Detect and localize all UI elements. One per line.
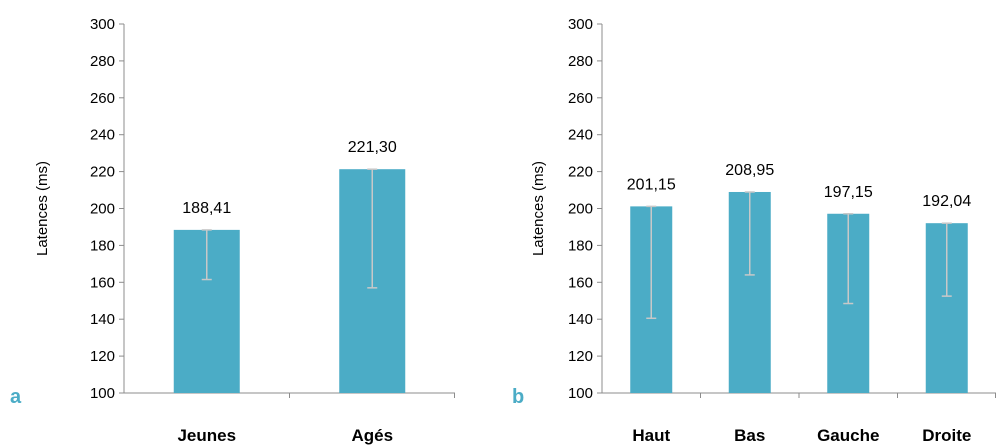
- y-tick-label: 280: [568, 53, 593, 70]
- y-tick-label: 120: [90, 348, 115, 365]
- category-label: Agés: [351, 426, 393, 445]
- y-tick-label: 140: [90, 311, 115, 328]
- y-tick-label: 240: [90, 127, 115, 144]
- y-tick-label: 260: [568, 90, 593, 107]
- category-label: Droite: [922, 426, 971, 445]
- data-label: 221,30: [348, 139, 397, 156]
- y-tick-label: 220: [90, 164, 115, 181]
- y-tick-label: 280: [90, 53, 115, 70]
- y-tick-label: 200: [568, 201, 593, 218]
- data-label: 201,15: [627, 176, 676, 193]
- panel-label: a: [10, 386, 22, 408]
- y-tick-label: 180: [568, 237, 593, 254]
- y-tick-label: 200: [90, 201, 115, 218]
- data-label: 188,41: [182, 200, 231, 217]
- data-label: 197,15: [824, 184, 873, 201]
- y-tick-label: 260: [90, 90, 115, 107]
- chart-panel-a: 100 120 140 160 180 200 220 240 260 280 300 Latence…: [10, 16, 455, 445]
- data-label: 192,04: [922, 193, 971, 210]
- y-tick-label: 300: [90, 16, 115, 33]
- category-label: Haut: [632, 426, 670, 445]
- y-tick-label: 300: [568, 16, 593, 33]
- y-axis-label: Latences (ms): [530, 161, 547, 256]
- y-tick-label: 160: [90, 274, 115, 291]
- data-label: 208,95: [725, 162, 774, 179]
- panel-label: b: [512, 386, 524, 408]
- y-tick-label: 240: [568, 127, 593, 144]
- y-tick-label: 100: [568, 385, 593, 402]
- y-tick-label: 220: [568, 164, 593, 181]
- category-label: Jeunes: [177, 426, 236, 445]
- y-tick-label: 140: [568, 311, 593, 328]
- y-tick-label: 100: [90, 385, 115, 402]
- category-label: Bas: [734, 426, 765, 445]
- y-axis-label: Latences (ms): [34, 161, 51, 256]
- chart-panel-b: 100 120 140 160 180 200 220 240 260 280 300 Latence…: [512, 16, 996, 445]
- y-tick-label: 160: [568, 274, 593, 291]
- category-label: Gauche: [817, 426, 879, 445]
- y-tick-label: 120: [568, 348, 593, 365]
- y-tick-label: 180: [90, 237, 115, 254]
